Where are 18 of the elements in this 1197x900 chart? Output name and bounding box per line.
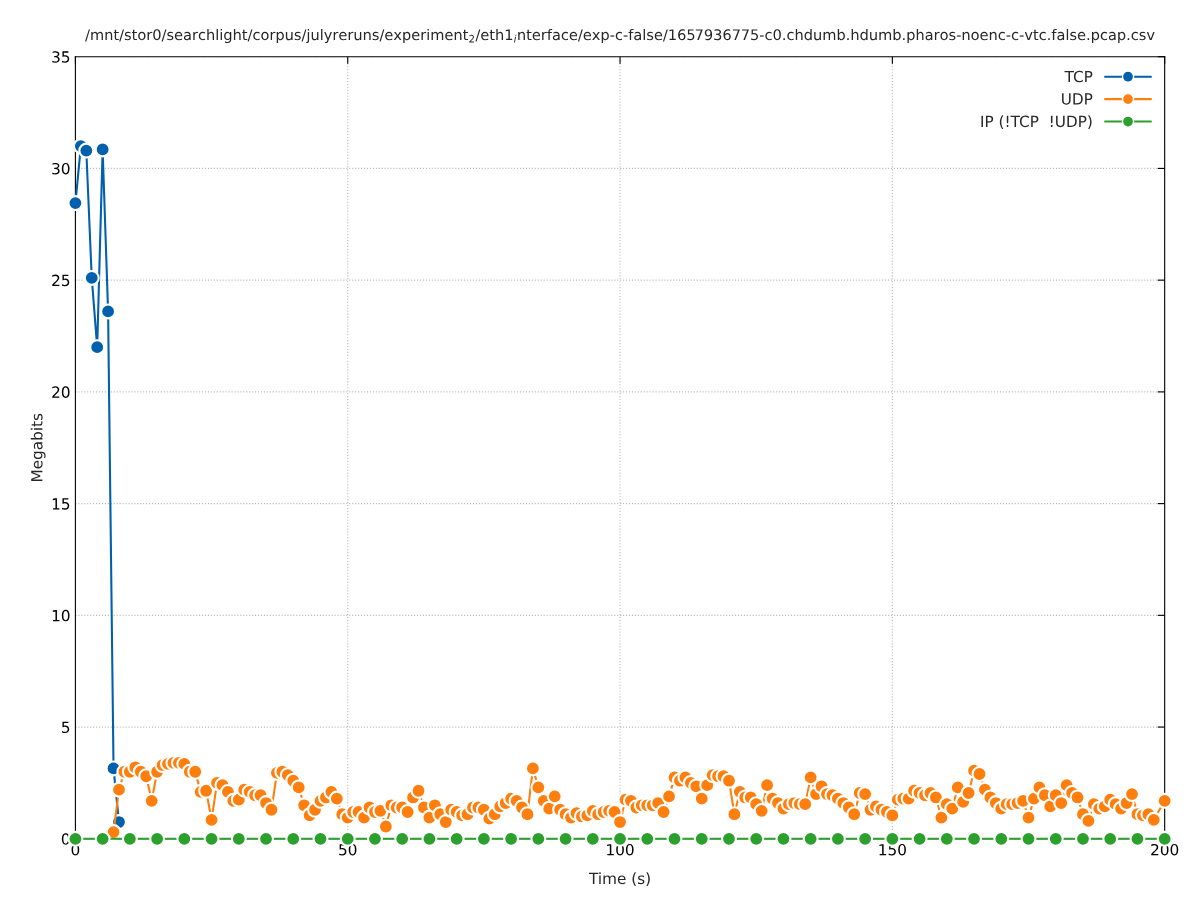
point	[94, 830, 111, 847]
y-axis-title: Megabits	[30, 413, 46, 482]
legend-label: IP (!TCP !UDP)	[981, 115, 1092, 129]
legend-label: TCP	[1064, 70, 1093, 83]
y-tick-label: 10	[52, 609, 70, 622]
chart-title: /mnt/stor0/searchlight/corpus/julyreruns/experiment$_{2}$/eth1$_{i}$nterface/exp-c-false/1657936775-c0.chdumb.hdumb.pharos-noenc-c-vtc.false.pcap.csv	[85, 28, 1155, 44]
legend-label: UDP	[1062, 93, 1093, 105]
point	[94, 141, 111, 158]
x-axis-title: Time (s)	[588, 872, 650, 886]
y-tick-label: 5	[62, 721, 70, 734]
y-tick-label: 15	[52, 498, 70, 510]
y-tick-label: 25	[52, 274, 70, 287]
y-tick-label: 30	[52, 162, 70, 175]
y-tick-label: 20	[52, 386, 70, 398]
y-tick-label: 35	[52, 51, 70, 63]
point	[83, 269, 100, 286]
point	[78, 142, 95, 159]
point	[67, 195, 84, 212]
